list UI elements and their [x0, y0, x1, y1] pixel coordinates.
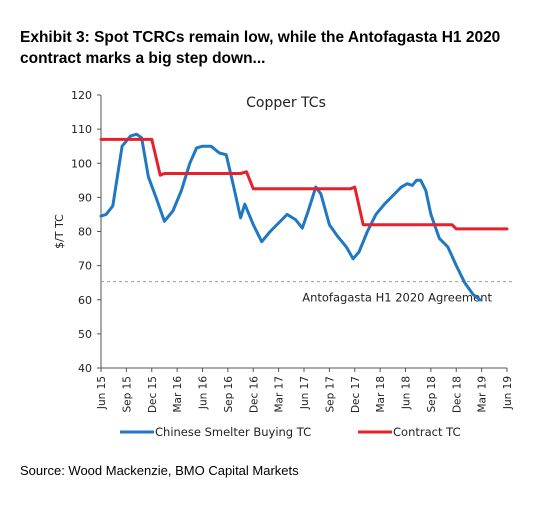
y-tick-label: 40 — [78, 362, 92, 375]
reference-line-label: Antofagasta H1 2020 Agreement — [302, 291, 492, 305]
y-tick-label: 80 — [78, 226, 92, 239]
x-tick-label: Sep 16 — [223, 376, 235, 413]
x-tick-label: Sep 18 — [426, 376, 438, 413]
x-tick-label: Mar 18 — [375, 376, 387, 413]
x-tick-label: Dec 17 — [350, 376, 362, 413]
x-tick-label: Dec 18 — [451, 376, 463, 413]
x-tick-label: Jun 18 — [401, 376, 413, 410]
y-tick-label: 90 — [78, 191, 92, 204]
x-tick-label: Mar 16 — [172, 376, 184, 413]
y-tick-label: 60 — [78, 294, 92, 307]
x-tick-label: Dec 15 — [147, 376, 159, 413]
x-tick-label: Mar 17 — [274, 376, 286, 413]
legend-label: Chinese Smelter Buying TC — [155, 425, 311, 439]
x-tick-label: Dec 16 — [248, 376, 260, 413]
source-note: Source: Wood Mackenzie, BMO Capital Mark… — [20, 463, 299, 478]
series-line-contract-tc — [99, 137, 509, 231]
chart-title: Copper TCs — [246, 95, 326, 111]
y-tick-label: 70 — [78, 260, 92, 273]
x-tick-label: Jun 19 — [502, 376, 514, 410]
series-line-chinese-smelter-buying-tc — [99, 132, 482, 302]
x-tick-label: Mar 19 — [477, 376, 489, 413]
x-tick-label: Jun 17 — [299, 376, 311, 410]
y-axis-label: $/T TC — [53, 214, 66, 249]
y-tick-label: 120 — [71, 89, 92, 102]
y-tick-label: 50 — [78, 328, 92, 341]
x-tick-label: Sep 15 — [121, 376, 133, 413]
exhibit-title: Exhibit 3: Spot TCRCs remain low, while … — [20, 29, 501, 67]
y-tick-label: 110 — [71, 123, 92, 136]
x-tick-label: Jun 16 — [198, 376, 210, 410]
x-tick-label: Sep 17 — [324, 376, 336, 413]
y-tick-label: 100 — [71, 157, 92, 170]
legend-label: Contract TC — [393, 425, 461, 439]
x-tick-label: Jun 15 — [96, 376, 108, 410]
